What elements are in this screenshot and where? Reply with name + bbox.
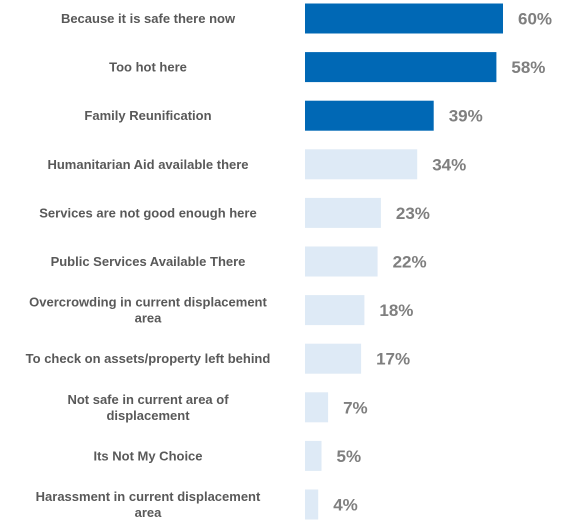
category-label-line: Harassment in current displacement xyxy=(36,489,261,504)
category-label-line: Because it is safe there now xyxy=(61,11,236,26)
category-label: Too hot here xyxy=(109,60,187,75)
category-label: Services are not good enough here xyxy=(39,205,256,220)
category-label-line: Overcrowding in current displacement xyxy=(29,295,267,310)
bar xyxy=(305,295,365,326)
category-label: To check on assets/property left behind xyxy=(26,351,271,366)
category-label-line: Family Reunification xyxy=(84,108,211,123)
bar xyxy=(305,489,319,520)
bar xyxy=(305,246,378,277)
category-label-line: Too hot here xyxy=(109,60,187,75)
category-label: Not safe in current area of displacement xyxy=(67,392,229,423)
value-label: 22% xyxy=(393,253,427,272)
category-label-line: To check on assets/property left behind xyxy=(26,351,271,366)
bar xyxy=(305,440,322,471)
category-label-line: Its Not My Choice xyxy=(93,448,202,463)
value-label: 34% xyxy=(432,155,466,174)
bar xyxy=(305,197,381,228)
value-label: 58% xyxy=(511,58,545,77)
category-label-line: displacement xyxy=(106,408,190,423)
category-label-line: Public Services Available There xyxy=(51,254,246,269)
value-label: 4% xyxy=(333,496,358,515)
bar xyxy=(305,3,503,34)
bar xyxy=(305,392,329,423)
category-label: Harassment in current displacement area xyxy=(36,489,261,520)
category-label: Overcrowding in current displacement area xyxy=(29,295,267,326)
value-label: 39% xyxy=(449,107,483,126)
bar xyxy=(305,149,418,180)
category-label: Humanitarian Aid available there xyxy=(47,157,248,172)
value-label: 18% xyxy=(379,301,413,320)
bar xyxy=(305,52,497,83)
value-label: 60% xyxy=(518,10,552,29)
category-label-line: Humanitarian Aid available there xyxy=(47,157,248,172)
value-label: 7% xyxy=(343,398,368,417)
category-label: Because it is safe there now xyxy=(61,11,236,26)
category-label: Family Reunification xyxy=(84,108,211,123)
bar xyxy=(305,343,362,374)
value-label: 23% xyxy=(396,204,430,223)
value-label: 17% xyxy=(376,350,410,369)
category-label: Public Services Available There xyxy=(51,254,246,269)
category-label-line: Not safe in current area of xyxy=(67,392,229,407)
bar xyxy=(305,100,434,131)
category-label-line: Services are not good enough here xyxy=(39,205,256,220)
category-label-line: area xyxy=(135,311,163,326)
category-label: Its Not My Choice xyxy=(93,448,202,463)
category-label-line: area xyxy=(135,505,163,520)
value-label: 5% xyxy=(337,447,362,466)
